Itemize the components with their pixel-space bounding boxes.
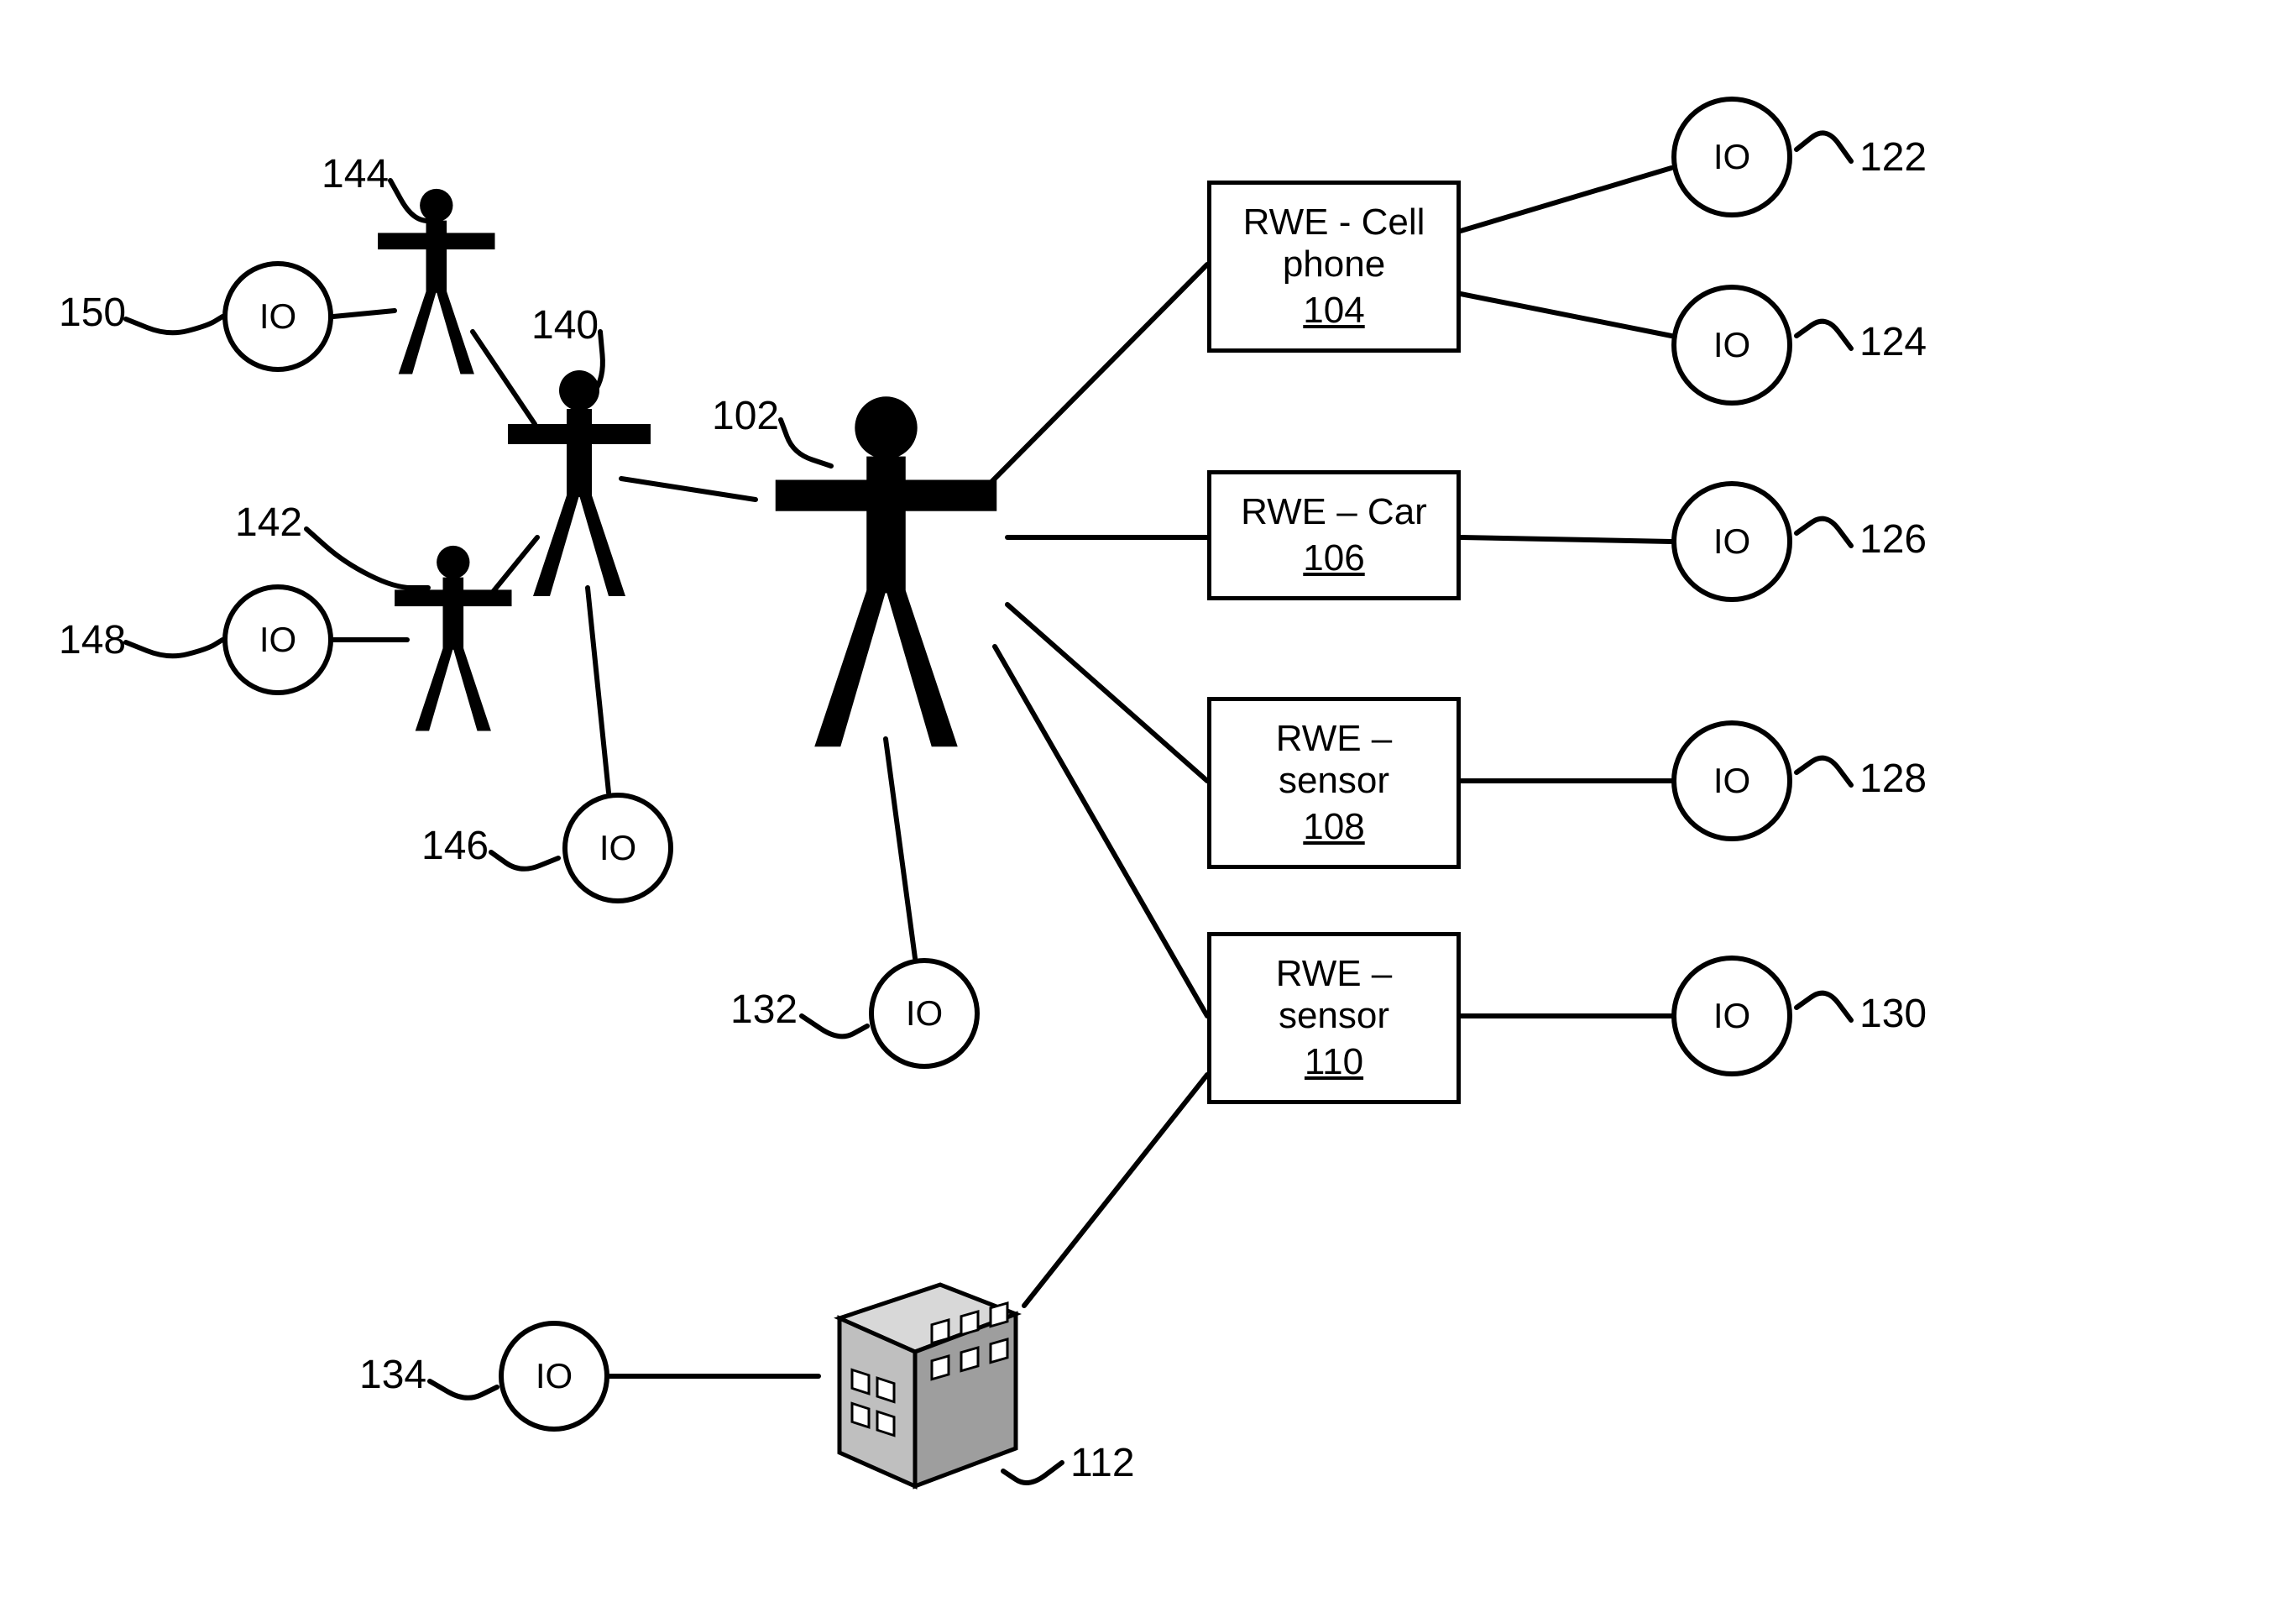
- ref-label-148: 148: [59, 617, 126, 663]
- ref-label-146: 146: [421, 823, 489, 869]
- diagram-canvas: IO IO IO IO IO IO IO IO IO IO RWE - Cellphone104 RW…: [0, 0, 2296, 1597]
- ref-label-134: 134: [359, 1352, 426, 1398]
- io-node-132: IO: [869, 958, 980, 1069]
- building-112: [823, 1268, 1033, 1495]
- io-node-128: IO: [1671, 720, 1792, 841]
- ref-label-102: 102: [712, 393, 779, 439]
- person-144: [374, 185, 499, 378]
- ref-label-122: 122: [1859, 134, 1927, 181]
- rwe-box-106: RWE – Car106: [1207, 470, 1461, 600]
- io-node-126: IO: [1671, 481, 1792, 602]
- rwe-box-108: RWE –sensor108: [1207, 697, 1461, 869]
- ref-label-130: 130: [1859, 991, 1927, 1037]
- ref-label-128: 128: [1859, 756, 1927, 802]
- io-node-134: IO: [499, 1321, 609, 1432]
- svg-layer: [0, 0, 2296, 1597]
- io-node-148: IO: [222, 584, 333, 695]
- ref-label-124: 124: [1859, 319, 1927, 365]
- ref-label-144: 144: [322, 151, 389, 197]
- ref-label-132: 132: [730, 987, 798, 1033]
- person-140: [504, 365, 655, 600]
- person-102: [769, 389, 1003, 753]
- ref-label-126: 126: [1859, 516, 1927, 563]
- io-node-150: IO: [222, 261, 333, 372]
- io-node-146: IO: [562, 793, 673, 903]
- ref-label-112: 112: [1070, 1440, 1135, 1486]
- ref-label-142: 142: [235, 500, 302, 546]
- io-node-122: IO: [1671, 97, 1792, 217]
- io-node-130: IO: [1671, 956, 1792, 1076]
- io-node-124: IO: [1671, 285, 1792, 406]
- ref-label-150: 150: [59, 290, 126, 336]
- ref-label-140: 140: [531, 302, 599, 348]
- rwe-box-104: RWE - Cellphone104: [1207, 181, 1461, 353]
- rwe-box-110: RWE –sensor110: [1207, 932, 1461, 1104]
- person-142: [391, 542, 515, 735]
